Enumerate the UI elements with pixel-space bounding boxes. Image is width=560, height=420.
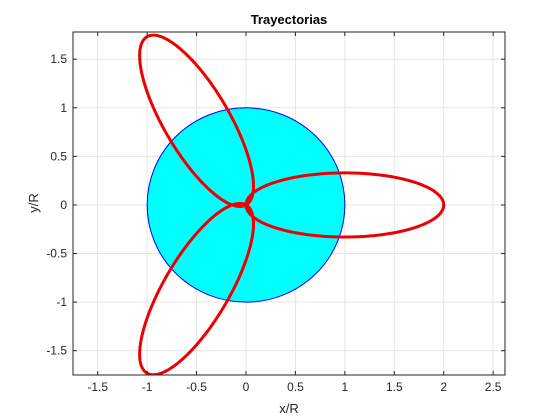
x-axis-label: x/R bbox=[279, 401, 299, 416]
x-tick-label: 0 bbox=[243, 380, 250, 394]
x-tick-label: -1 bbox=[142, 380, 153, 394]
y-tick-label: 1 bbox=[60, 101, 67, 115]
axes-box bbox=[72, 31, 506, 376]
x-tick-labels: -1.5 -1 -0.5 0 0.5 1 1.5 2 2.5 bbox=[87, 380, 501, 394]
x-tick-label: 0.5 bbox=[287, 380, 304, 394]
x-tick-label: 1 bbox=[342, 380, 349, 394]
y-tick-label: 0 bbox=[60, 198, 67, 212]
y-axis-label: y/R bbox=[26, 193, 41, 213]
x-tick-label: 2.5 bbox=[485, 380, 502, 394]
x-tick-label: 1.5 bbox=[386, 380, 403, 394]
plot-area bbox=[138, 33, 446, 375]
x-tick-label: -0.5 bbox=[186, 380, 207, 394]
y-tick-label: 1.5 bbox=[50, 52, 67, 66]
ticks bbox=[73, 32, 505, 375]
y-tick-label: -1.5 bbox=[46, 344, 67, 358]
y-tick-labels: -1.5 -1 -0.5 0 0.5 1 1.5 bbox=[46, 52, 67, 358]
x-tick-label: -1.5 bbox=[87, 380, 108, 394]
trajectory-3 bbox=[138, 201, 255, 375]
y-tick-label: 0.5 bbox=[50, 149, 67, 163]
chart-title: Trayectorias bbox=[251, 12, 328, 27]
y-tick-label: -1 bbox=[56, 295, 67, 309]
y-tick-label: -0.5 bbox=[46, 247, 67, 261]
x-tick-label: 2 bbox=[440, 380, 447, 394]
